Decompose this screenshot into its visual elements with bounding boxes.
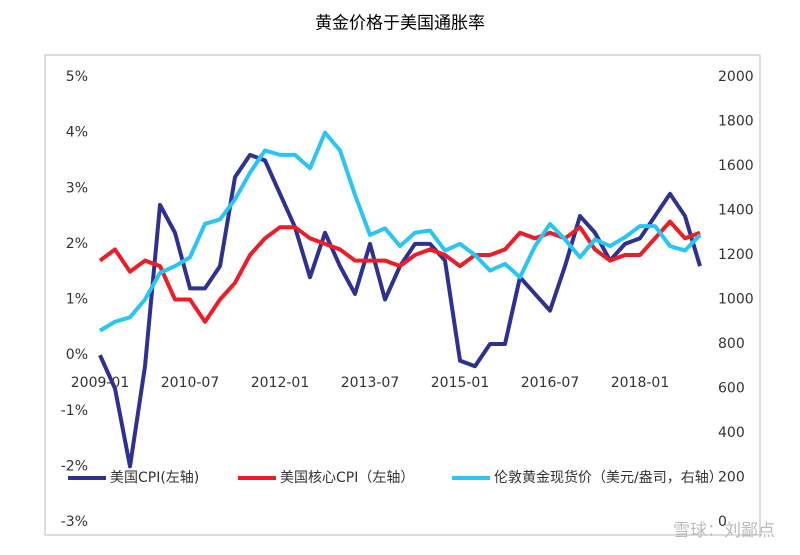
- x-tick-label: 2018-01: [611, 375, 670, 391]
- x-tick-label: 2010-07: [161, 375, 220, 391]
- y-tick-label: 2%: [66, 236, 88, 252]
- y2-tick-label: 1400: [718, 203, 754, 219]
- legend-label: 伦敦黄金现货价（美元/盎司，右轴）: [494, 469, 723, 486]
- y-tick-label: 5%: [66, 69, 88, 85]
- x-tick-label: 2009-01: [71, 375, 130, 391]
- y2-tick-label: 0: [718, 514, 727, 530]
- x-tick-label: 2015-01: [431, 375, 490, 391]
- x-tick-label: 2012-01: [251, 375, 310, 391]
- y-tick-label: 0%: [66, 347, 88, 363]
- y2-tick-label: 1200: [718, 247, 754, 263]
- y2-tick-label: 1800: [718, 114, 754, 130]
- y-tick-label: -2%: [61, 458, 88, 474]
- y2-tick-label: 1600: [718, 158, 754, 174]
- series-line: [98, 152, 702, 469]
- y2-tick-label: 400: [718, 425, 745, 441]
- y-tick-label: 1%: [66, 292, 88, 308]
- series-line: [98, 130, 702, 333]
- plot-frame: [44, 54, 761, 536]
- y2-tick-label: 2000: [718, 69, 754, 85]
- x-tick-label: 2013-07: [341, 375, 400, 391]
- series-line: [98, 219, 701, 324]
- y-tick-label: -3%: [61, 514, 88, 530]
- y2-tick-label: 600: [718, 381, 745, 397]
- y2-tick-label: 800: [718, 336, 745, 352]
- y-tick-label: 3%: [66, 180, 88, 196]
- legend-label: 美国CPI(左轴): [110, 470, 199, 486]
- legend-label: 美国核心CPI（左轴）: [280, 470, 414, 486]
- chart-title: 黄金价格于美国通胀率: [315, 14, 485, 34]
- y2-tick-label: 200: [718, 470, 745, 486]
- watermark: 雪球：刘鄙点: [673, 521, 775, 541]
- y-tick-label: 4%: [66, 125, 88, 141]
- x-tick-label: 2016-07: [521, 375, 580, 391]
- y2-tick-label: 1000: [718, 292, 754, 308]
- y-tick-label: -1%: [61, 403, 88, 419]
